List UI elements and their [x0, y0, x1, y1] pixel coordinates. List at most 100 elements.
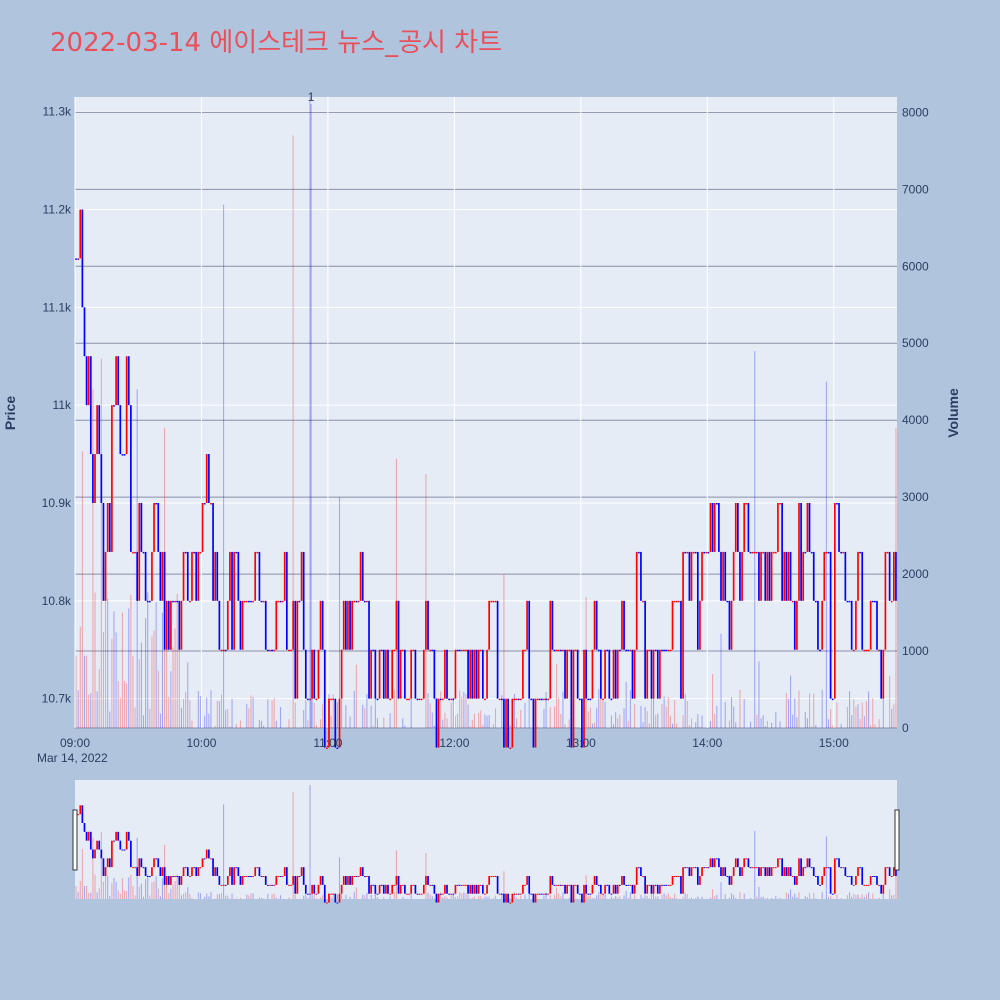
volume-bar	[627, 720, 629, 728]
candle	[382, 649, 385, 699]
volume-bar	[663, 696, 665, 728]
candle	[355, 600, 358, 603]
mini-volume-bar	[600, 893, 602, 899]
volume-bar	[463, 692, 465, 728]
volume-bar	[482, 724, 484, 728]
candle	[690, 551, 693, 601]
mini-candle	[197, 867, 200, 877]
mini-candle	[880, 884, 883, 894]
mini-volume-bar	[564, 898, 566, 899]
candle	[890, 600, 893, 603]
mini-candle	[448, 893, 450, 895]
mini-volume-bar	[134, 895, 136, 899]
candle	[140, 502, 143, 552]
candle	[130, 405, 132, 552]
volume-bar	[128, 608, 130, 728]
volume-tick-label: 3000	[902, 490, 929, 504]
mini-volume-bar	[701, 896, 703, 899]
mini-volume-bar	[261, 897, 263, 899]
mini-candle	[621, 876, 623, 885]
candle	[566, 649, 568, 699]
mini-candle	[79, 805, 82, 815]
candle	[777, 502, 779, 552]
mini-volume-bar	[362, 894, 364, 899]
candle	[688, 551, 691, 601]
mini-candle	[610, 893, 613, 895]
mini-candle	[130, 840, 132, 868]
mini-candle	[882, 884, 885, 894]
mini-volume-bar	[602, 894, 604, 899]
mini-candle	[654, 884, 657, 886]
candle	[648, 649, 651, 652]
candle	[713, 502, 716, 552]
volume-bar	[338, 497, 341, 728]
mini-candle	[751, 867, 754, 869]
mini-volume-bar	[556, 887, 558, 899]
volume-bar	[872, 698, 874, 728]
candle	[659, 649, 661, 699]
mini-candle	[652, 884, 655, 894]
mini-volume-bar	[454, 896, 456, 899]
candle	[75, 258, 77, 260]
range-slider-left-handle[interactable]	[72, 809, 78, 871]
volume-tick-label: 4000	[902, 413, 929, 427]
candle	[418, 698, 421, 701]
mini-candle	[562, 884, 564, 886]
range-slider[interactable]	[75, 780, 897, 899]
volume-bar	[199, 695, 201, 728]
mini-candle	[205, 849, 208, 859]
volume-bar	[591, 723, 593, 728]
mini-candle	[749, 867, 752, 869]
candle	[290, 649, 292, 652]
price-axis-title: Price	[2, 396, 18, 430]
volume-bar	[124, 681, 126, 728]
mini-candle	[821, 876, 824, 885]
mini-volume-bar	[513, 892, 515, 899]
candle	[224, 649, 227, 652]
volume-bar	[629, 690, 631, 728]
candle	[538, 698, 541, 701]
mini-candle	[332, 893, 335, 895]
volume-bar	[102, 631, 104, 728]
candle	[397, 600, 400, 699]
volume-bar	[492, 724, 494, 728]
mini-volume-bar	[427, 892, 429, 899]
volume-bar	[756, 714, 758, 728]
mini-volume-bar	[145, 879, 147, 899]
mini-candle	[117, 831, 120, 841]
candle	[484, 698, 486, 701]
mini-volume-bar	[322, 894, 324, 899]
mini-candle	[855, 876, 857, 885]
mini-candle	[876, 876, 878, 885]
mini-candle	[819, 884, 821, 886]
mini-candle	[250, 876, 252, 878]
candle	[551, 600, 554, 650]
candle	[494, 600, 497, 603]
mini-volume-bar	[520, 895, 522, 899]
candle	[363, 600, 366, 603]
mini-candle	[416, 893, 419, 895]
mini-volume-bar	[644, 895, 646, 899]
mini-candle	[555, 884, 558, 886]
mini-candle	[277, 876, 280, 878]
volume-bar	[794, 698, 796, 728]
candle	[699, 600, 701, 650]
candle	[182, 551, 185, 601]
candle	[488, 600, 491, 650]
volume-bar	[442, 719, 444, 728]
candle	[296, 600, 299, 699]
mini-volume-bar	[271, 894, 273, 899]
candle	[326, 747, 328, 750]
volume-tick-label: 1000	[902, 644, 929, 658]
mini-candle	[127, 831, 130, 841]
volume-bar	[825, 381, 827, 728]
candle	[578, 698, 581, 701]
mini-candle	[798, 858, 800, 877]
range-slider-right-handle[interactable]	[894, 809, 900, 871]
mini-candle	[298, 876, 301, 878]
candle	[568, 649, 571, 652]
candle	[709, 502, 712, 552]
mini-candle	[764, 867, 767, 877]
mini-volume-bar	[166, 880, 168, 899]
mini-volume-bar	[303, 895, 305, 899]
